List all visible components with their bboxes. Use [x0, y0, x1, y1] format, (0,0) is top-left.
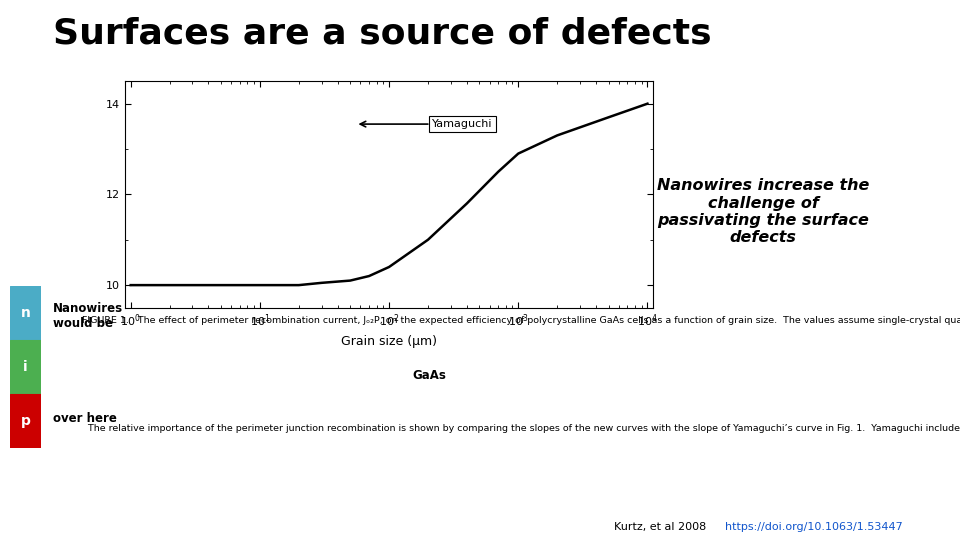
- Text: The relative importance of the perimeter junction recombination is shown by comp: The relative importance of the perimeter…: [82, 424, 960, 433]
- Bar: [10, 340, 41, 394]
- Text: GaAs: GaAs: [413, 369, 446, 382]
- Bar: [10, 394, 41, 448]
- Text: Nanowires increase the
challenge of
passivating the surface
defects: Nanowires increase the challenge of pass…: [657, 178, 870, 245]
- X-axis label: Grain size (μm): Grain size (μm): [341, 335, 437, 348]
- Text: Nanowires
would be: Nanowires would be: [53, 302, 123, 330]
- Text: p: p: [20, 414, 31, 428]
- Text: over here: over here: [53, 412, 117, 425]
- Text: Surfaces are a source of defects: Surfaces are a source of defects: [53, 16, 711, 50]
- Text: FIGURE 1.   The effect of perimeter recombination current, Jₒ₂P, on the expected: FIGURE 1. The effect of perimeter recomb…: [82, 316, 960, 325]
- Text: i: i: [23, 360, 28, 374]
- Bar: [10, 286, 41, 340]
- Text: https://doi.org/10.1063/1.53447: https://doi.org/10.1063/1.53447: [725, 522, 902, 532]
- Text: n: n: [20, 306, 31, 320]
- Text: Kurtz, et al 2008: Kurtz, et al 2008: [614, 522, 710, 532]
- Text: Yamaguchi: Yamaguchi: [432, 119, 492, 129]
